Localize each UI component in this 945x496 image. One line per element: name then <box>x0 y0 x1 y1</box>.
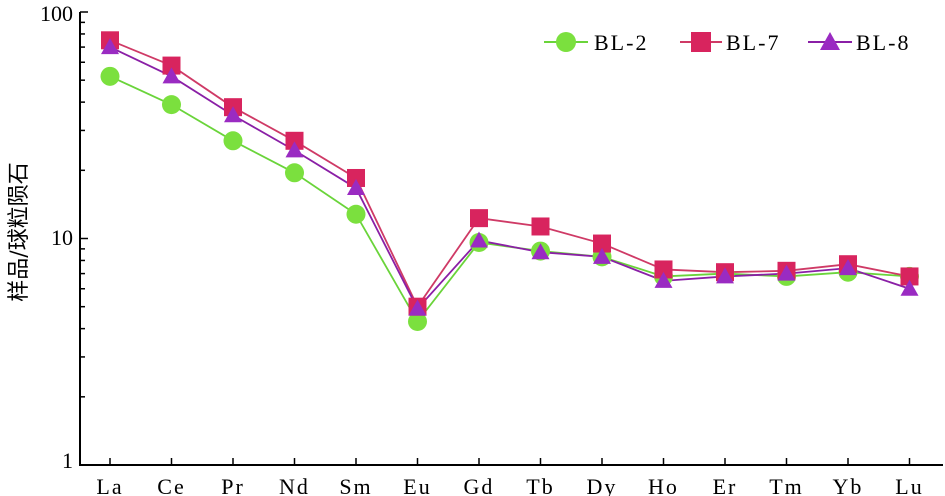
x-tick-label-yb: Yb <box>833 474 864 496</box>
data-point-bl-7-sm <box>347 168 365 187</box>
data-point-bl-8-sm <box>347 179 365 196</box>
x-tick-label-lu: Lu <box>895 474 923 496</box>
data-point-bl-7-lu <box>900 267 919 286</box>
series-line-bl-8 <box>109 46 910 311</box>
data-point-bl-2-pr <box>223 131 243 151</box>
data-point-bl-8-pr <box>224 106 242 123</box>
data-point-bl-8-ce <box>162 67 181 84</box>
data-point-bl-8-tm <box>777 264 796 281</box>
data-point-bl-8-eu <box>408 299 427 316</box>
data-point-bl-8-tb <box>531 243 550 260</box>
x-tick-label-tm: Tm <box>769 474 804 496</box>
data-point-bl-8-ho <box>654 271 673 288</box>
data-point-bl-8-dy <box>593 247 611 264</box>
y-axis-label: 样品/球粒陨石 <box>7 162 32 301</box>
series-line-bl-7 <box>109 39 910 309</box>
x-tick-label-nd: Nd <box>279 474 310 496</box>
data-point-bl-7-dy <box>593 234 611 253</box>
x-tick-label-gd: Gd <box>464 474 495 496</box>
x-tick-label-la: La <box>96 474 123 496</box>
y-tick-label-1: 1 <box>62 448 73 473</box>
data-point-bl-8-gd <box>470 231 488 248</box>
legend-item-bl-8: BL-8 <box>808 30 910 55</box>
data-point-bl-8-lu <box>900 279 919 296</box>
legend-item-bl-7: BL-7 <box>680 30 780 55</box>
data-point-bl-2-eu <box>408 312 427 332</box>
legend-marker-bl-2 <box>556 32 576 52</box>
x-tick-label-eu: Eu <box>403 474 431 496</box>
y-tick-label-10: 10 <box>51 225 73 250</box>
legend-marker-bl-7 <box>691 32 711 52</box>
data-point-bl-7-nd <box>285 131 304 150</box>
data-point-bl-8-nd <box>285 141 304 158</box>
x-tick-label-er: Er <box>713 474 738 496</box>
legend-item-bl-2: BL-2 <box>544 30 648 55</box>
data-point-bl-2-sm <box>346 204 366 224</box>
legend-label-bl-2: BL-2 <box>594 30 648 55</box>
data-point-bl-8-yb <box>839 259 857 276</box>
x-tick-label-dy: Dy <box>587 474 618 496</box>
legend: BL-2 BL-7 BL-8 <box>544 30 910 55</box>
legend-label-bl-7: BL-7 <box>726 30 780 55</box>
data-point-bl-7-ho <box>654 260 673 279</box>
x-tick-label-tb: Tb <box>526 474 554 496</box>
x-tick-label-pr: Pr <box>221 474 245 496</box>
x-tick-label-ce: Ce <box>157 474 185 496</box>
data-point-bl-2-ce <box>162 95 181 115</box>
legend-label-bl-8: BL-8 <box>856 30 910 55</box>
x-tick-label-ho: Ho <box>648 474 679 496</box>
data-point-bl-7-tb <box>531 217 550 236</box>
data-point-bl-7-gd <box>470 209 488 228</box>
x-tick-label-sm: Sm <box>339 474 372 496</box>
legend-marker-bl-8 <box>820 32 840 50</box>
data-point-bl-2-nd <box>285 163 304 183</box>
data-point-bl-8-la <box>101 38 119 55</box>
data-point-bl-7-ce <box>162 56 181 75</box>
data-point-bl-8-er <box>716 267 734 284</box>
y-tick-label-100: 100 <box>40 1 73 26</box>
data-point-bl-2-la <box>100 66 120 86</box>
